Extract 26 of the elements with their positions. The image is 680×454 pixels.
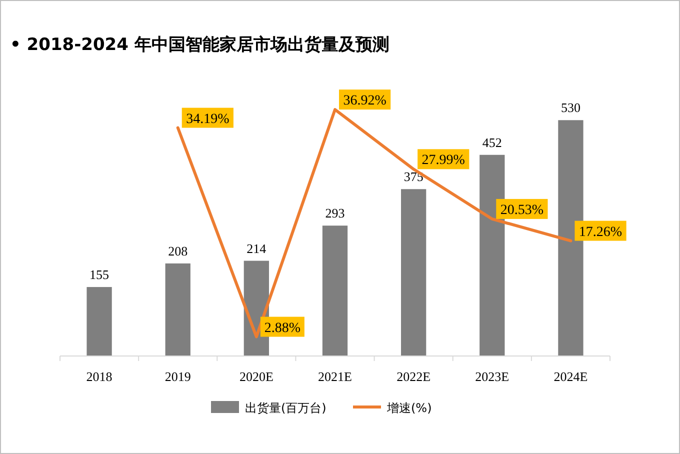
bar: [322, 226, 348, 356]
data-label: 530: [560, 100, 580, 116]
bar: [165, 263, 190, 356]
x-tick-label: 2019: [164, 369, 191, 384]
x-tick-label: 2018: [86, 369, 112, 384]
legend-label: 出货量(百万台): [245, 401, 326, 415]
x-tick-label: 2024E: [554, 369, 588, 384]
data-label: 34.19%: [186, 112, 230, 127]
data-label: 155: [90, 267, 110, 282]
x-tick-label: 2021E: [318, 369, 352, 384]
x-tick-label: 2020E: [239, 369, 274, 384]
bar: [86, 287, 112, 356]
data-label: 20.53%: [500, 202, 544, 218]
data-label: 36.92%: [343, 94, 387, 109]
data-label: 214: [246, 240, 267, 256]
data-label: 2.88%: [264, 320, 301, 336]
data-label: 293: [325, 206, 345, 221]
x-tick-label: 2022E: [396, 369, 431, 384]
data-label: 208: [168, 243, 188, 258]
legend-label: 增速(%): [386, 401, 432, 415]
data-label: 17.26%: [578, 224, 622, 240]
x-tick-label: 2023E: [475, 369, 510, 384]
chart-title: • 2018-2024 年中国智能家居市场出货量及预测: [10, 35, 390, 55]
data-label: 27.99%: [422, 153, 466, 168]
bar: [401, 189, 426, 356]
data-label: 452: [482, 134, 502, 150]
